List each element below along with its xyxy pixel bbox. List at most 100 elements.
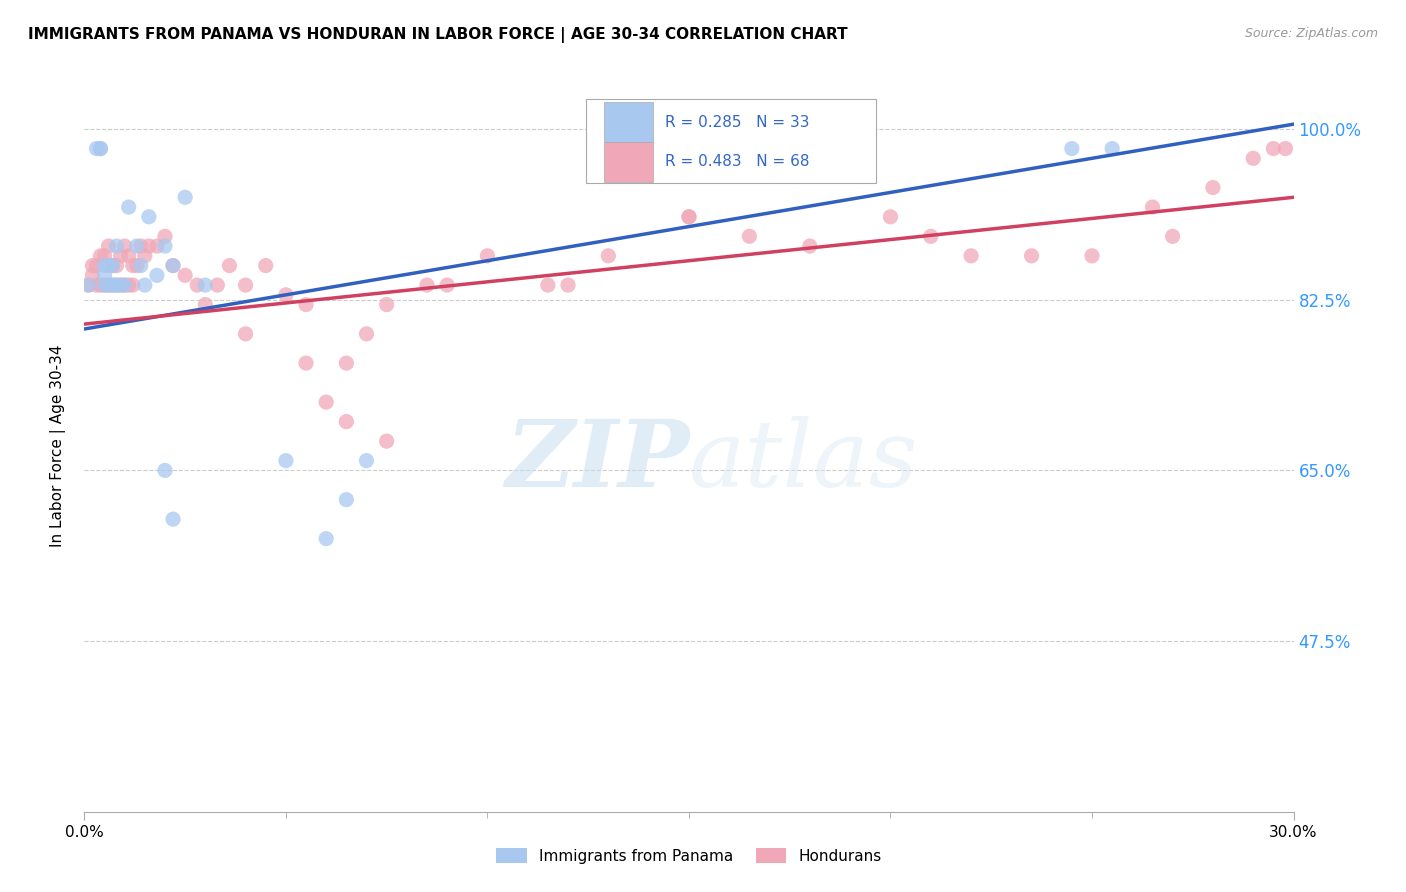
Point (105, 259, 128, 273)
Point (678, 210, 700, 224)
Point (194, 278, 217, 293)
Point (138, 210, 160, 224)
Point (194, 297, 217, 311)
Point (118, 278, 141, 293)
Point (153, 239, 176, 253)
Point (335, 492, 357, 507)
Point (77, 278, 100, 293)
Point (375, 297, 398, 311)
Point (235, 278, 257, 293)
Point (125, 259, 148, 273)
Point (146, 239, 169, 253)
Point (218, 259, 240, 273)
Point (121, 278, 143, 293)
Point (557, 278, 579, 293)
Point (1060, 142, 1083, 156)
Point (101, 259, 124, 273)
Point (436, 278, 458, 293)
Point (1101, 142, 1123, 156)
Point (97, 278, 120, 293)
Point (125, 239, 148, 253)
Point (110, 249, 132, 263)
Point (1142, 200, 1164, 214)
Point (77, 278, 100, 293)
Point (134, 249, 156, 263)
Point (105, 239, 128, 253)
Point (153, 229, 176, 244)
Point (960, 249, 983, 263)
Bar (605, 142, 652, 182)
Text: atlas: atlas (689, 416, 918, 506)
Point (146, 268, 169, 283)
Point (101, 278, 124, 293)
Point (477, 249, 499, 263)
Point (93, 268, 115, 283)
Point (97, 278, 120, 293)
Point (335, 415, 357, 429)
Point (274, 288, 297, 302)
Point (254, 259, 277, 273)
Point (97, 259, 120, 273)
Point (416, 278, 439, 293)
Bar (586, 99, 876, 183)
Point (86, 259, 108, 273)
Bar (605, 102, 652, 142)
Point (174, 268, 197, 283)
Point (86, 278, 108, 293)
Point (1263, 142, 1285, 156)
Point (93, 278, 115, 293)
Legend: Immigrants from Panama, Hondurans: Immigrants from Panama, Hondurans (489, 842, 889, 870)
Point (920, 229, 942, 244)
Point (174, 190, 197, 204)
Point (598, 249, 620, 263)
Point (315, 395, 337, 409)
Point (93, 278, 115, 293)
Point (162, 512, 184, 526)
Point (1081, 249, 1104, 263)
Point (97, 239, 120, 253)
Text: R = 0.483   N = 68: R = 0.483 N = 68 (665, 154, 810, 169)
Point (114, 239, 136, 253)
Point (678, 210, 700, 224)
Text: ZIP: ZIP (505, 416, 689, 506)
Y-axis label: In Labor Force | Age 30-34: In Labor Force | Age 30-34 (49, 344, 66, 548)
Point (1241, 151, 1264, 165)
Point (1202, 180, 1225, 194)
Point (82, 259, 104, 273)
Point (1021, 249, 1043, 263)
Point (114, 278, 136, 293)
Text: Source: ZipAtlas.com: Source: ZipAtlas.com (1244, 27, 1378, 40)
Point (274, 453, 297, 467)
Point (1161, 229, 1184, 244)
Point (537, 278, 560, 293)
Point (105, 278, 128, 293)
Point (295, 356, 318, 370)
Point (186, 278, 208, 293)
Point (153, 463, 176, 477)
Point (207, 278, 229, 293)
Point (118, 249, 141, 263)
Point (89, 249, 111, 263)
Point (738, 229, 761, 244)
Point (162, 259, 184, 273)
Point (110, 278, 132, 293)
Point (82, 268, 104, 283)
Point (89, 142, 111, 156)
Point (335, 356, 357, 370)
Point (315, 532, 337, 546)
Point (89, 278, 111, 293)
Point (105, 278, 128, 293)
Point (138, 239, 160, 253)
Point (89, 142, 111, 156)
Point (110, 278, 132, 293)
Point (118, 200, 141, 214)
Point (235, 326, 257, 341)
Point (93, 249, 115, 263)
Point (1274, 142, 1296, 156)
Point (86, 142, 108, 156)
Point (93, 259, 115, 273)
Text: R = 0.285   N = 33: R = 0.285 N = 33 (665, 114, 810, 129)
Point (799, 239, 821, 253)
Point (129, 239, 152, 253)
Point (129, 259, 152, 273)
